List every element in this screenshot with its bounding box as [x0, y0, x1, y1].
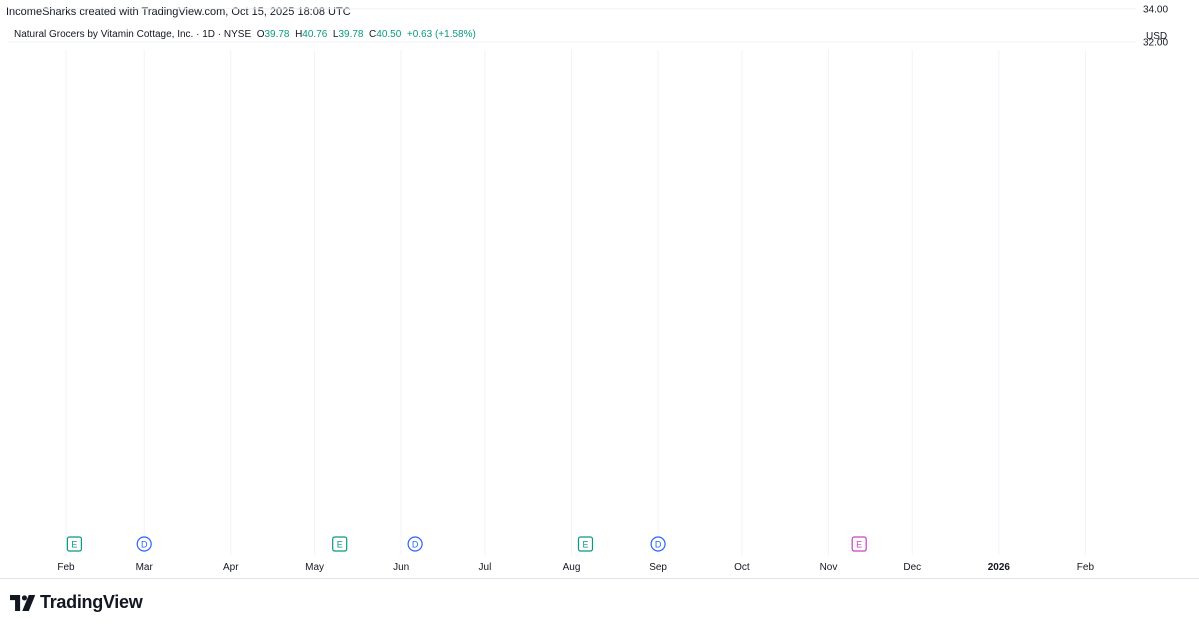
close-label: C: [369, 29, 377, 40]
change-value: +0.63 (+1.58%): [406, 29, 476, 40]
x-tick-label: Feb: [1077, 562, 1095, 573]
x-tick-label: Dec: [903, 562, 921, 573]
dividend-letter: D: [655, 540, 662, 550]
brand-name: TradingView: [40, 592, 143, 612]
earnings-letter: E: [337, 540, 343, 550]
earnings-marker-icon[interactable]: E: [332, 536, 348, 552]
earnings-marker-icon[interactable]: E: [66, 536, 82, 552]
dividend-letter: D: [141, 540, 148, 550]
earnings-marker-icon[interactable]: E: [577, 536, 594, 552]
earnings-letter: E: [71, 540, 77, 550]
x-tick-label: Mar: [136, 562, 154, 573]
open-label: O: [256, 29, 265, 40]
dividend-circle: [650, 536, 666, 552]
earnings-letter: E: [582, 540, 588, 550]
dividend-circle: [136, 536, 152, 552]
earnings-box: [66, 536, 82, 552]
x-tick-label: Oct: [734, 562, 750, 573]
symbol-name[interactable]: Natural Grocers by Vitamin Cottage, Inc.…: [14, 29, 252, 40]
close-value: 40.50: [376, 29, 402, 40]
y-tick-label: 34.00: [1143, 4, 1168, 15]
earnings-box: [577, 536, 594, 552]
dividend-letter: D: [412, 540, 419, 550]
earnings-letter: E: [856, 540, 862, 550]
x-tick-label: Feb: [57, 562, 75, 573]
high-label: H: [295, 29, 303, 40]
dividend-marker-icon[interactable]: D: [407, 536, 423, 552]
grid: [8, 8, 1136, 555]
dividend-circle: [407, 536, 423, 552]
future-earnings-marker-icon[interactable]: E: [851, 536, 867, 552]
dividend-marker-icon[interactable]: D: [650, 536, 666, 552]
low-value: 39.78: [338, 29, 364, 40]
currency-label[interactable]: USD: [1146, 31, 1168, 42]
x-axis[interactable]: Feb Mar Apr May Jun Jul Aug Sep Oct Nov Dec 2026 Feb: [57, 562, 1094, 573]
x-tick-label: May: [305, 562, 324, 573]
x-tick-label: Jun: [393, 562, 409, 573]
x-tick-label: Aug: [563, 562, 581, 573]
bottom-divider: [0, 578, 1199, 579]
earnings-box: [332, 536, 348, 552]
tradingview-brand[interactable]: TradingView: [10, 592, 143, 613]
y-tick-label: 32.00: [1143, 38, 1168, 49]
high-value: 40.76: [302, 29, 328, 40]
symbol-info-bar: Natural Grocers by Vitamin Cottage, Inc.…: [14, 29, 476, 40]
open-value: 39.78: [264, 29, 290, 40]
earnings-box: [851, 536, 867, 552]
low-label: L: [332, 29, 339, 40]
x-tick-label: Sep: [649, 562, 667, 573]
x-tick-label: Nov: [820, 562, 838, 573]
dividend-marker-icon[interactable]: D: [136, 536, 152, 552]
x-tick-label: Jul: [479, 562, 492, 573]
tradingview-logo-icon: [10, 594, 36, 611]
y-axis[interactable]: 32.0034.0036.0038.0040.0042.0044.0046.00…: [1143, 0, 1168, 49]
x-tick-label: 2026: [988, 562, 1011, 573]
x-tick-label: Apr: [223, 562, 239, 573]
